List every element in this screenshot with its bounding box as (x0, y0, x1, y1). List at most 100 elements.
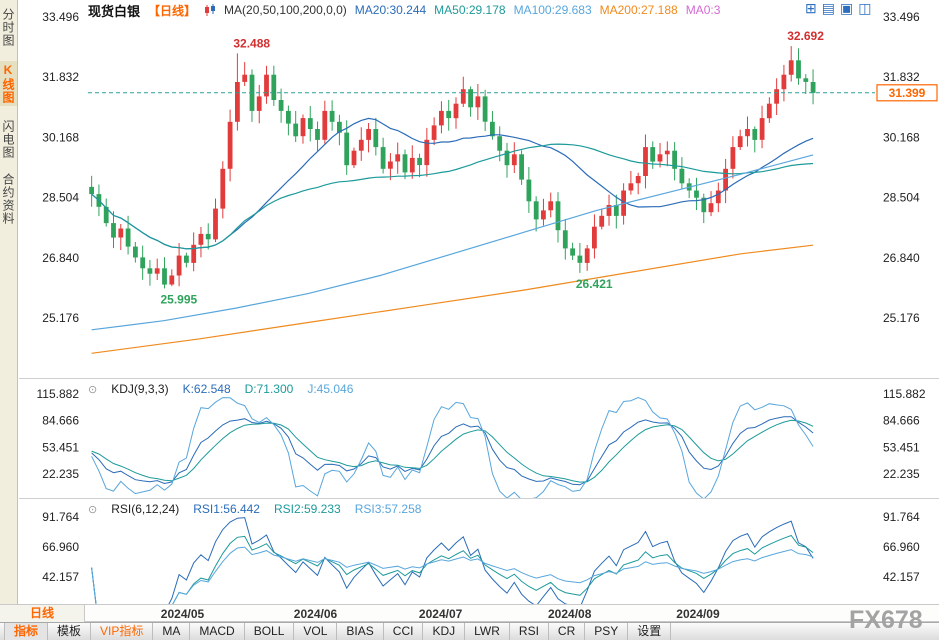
toolbar-item-boll[interactable]: BOLL (245, 623, 295, 640)
x-axis-label: 2024/05 (160, 607, 205, 621)
axis-label: 91.764 (42, 510, 79, 524)
price-annotation: 32.488 (233, 36, 270, 50)
period-label[interactable]: 【日线】 (148, 3, 197, 18)
ma100-line (91, 154, 814, 331)
ma200-line (91, 244, 814, 354)
axis-label: 31.832 (883, 70, 920, 84)
toolbar-item-psy[interactable]: PSY (585, 623, 629, 640)
rsi3-line (91, 546, 814, 604)
toolbar-item-cci[interactable]: CCI (384, 623, 424, 640)
rsi1-value: RSI1:56.442 (193, 502, 260, 516)
axis-label: 42.157 (42, 570, 79, 584)
axis-label: 115.882 (883, 387, 926, 401)
kdj-title: KDJ(9,3,3) (111, 382, 169, 396)
price-annotation: 32.692 (787, 29, 824, 43)
panel-divider (19, 378, 939, 379)
axis-label: 53.451 (883, 440, 920, 454)
axis-label: 33.496 (883, 10, 920, 24)
axis-label: 22.235 (42, 467, 79, 481)
layout-split-icon[interactable]: ◫ (858, 0, 872, 16)
axis-label: 84.666 (42, 414, 79, 428)
chart-type-sidebar: 分时图 K线图 闪电图 合约资料 (0, 0, 18, 604)
axis-label: 25.176 (883, 311, 920, 325)
toolbar-item-lwr[interactable]: LWR (465, 623, 510, 640)
main-price-chart[interactable]: 33.496 33.496 31.832 31.832 30.168 30.168 28.5… (0, 10, 939, 378)
toolbar-item-ma[interactable]: MA (153, 623, 191, 640)
axis-label: 25.176 (42, 311, 79, 325)
axis-label: 42.157 (883, 570, 920, 584)
sidebar-item-kline-chart[interactable]: K线图 (0, 61, 17, 106)
toolbar-item-template[interactable]: 模板 (48, 623, 92, 640)
ma50-value: MA50:29.178 (434, 3, 506, 17)
ma0-value: MA0:3 (685, 3, 721, 17)
x-axis-label: 2024/06 (293, 607, 338, 621)
axis-label: 30.168 (42, 130, 79, 144)
layout-grid-icon[interactable]: ⊞ (805, 0, 817, 16)
ma50-line (91, 143, 814, 250)
toolbar-item-vip-indicator[interactable]: VIP指标 (91, 623, 154, 640)
price-annotation: 25.995 (161, 292, 198, 306)
kdj-d-value: D:71.300 (244, 382, 294, 396)
axis-label: 26.840 (42, 251, 79, 265)
axis-label: 33.496 (42, 10, 79, 24)
time-axis-row: 日线 2024/05 2024/06 2024/07 2024/08 2024/09 (0, 604, 939, 622)
ma20-value: MA20:30.244 (354, 3, 427, 17)
candlestick-icon (205, 3, 216, 16)
axis-label: 30.168 (883, 130, 920, 144)
kdj-d-line (91, 419, 814, 483)
period-tab-daily[interactable]: 日线 (0, 605, 85, 622)
panel-divider (19, 498, 939, 499)
axis-label: 115.882 (37, 387, 80, 401)
kdj-k-value: K:62.548 (182, 382, 231, 396)
indicator-settings-icon[interactable]: ⊙ (88, 503, 98, 516)
axis-label: 28.504 (42, 191, 79, 205)
window-layout-icons: ⊞ ▤ ▣ ◫ (805, 1, 871, 15)
symbol-title: 现货白银 (88, 3, 141, 19)
price-annotation: 26.421 (576, 277, 613, 291)
x-axis-label: 2024/09 (676, 607, 720, 621)
rsi-title: RSI(6,12,24) (111, 502, 180, 516)
sidebar-item-lightning-chart[interactable]: 闪电图 (1, 120, 15, 159)
ma100-value: MA100:29.683 (513, 3, 592, 17)
axis-label: 26.840 (883, 251, 920, 265)
axis-label: 66.960 (883, 540, 920, 554)
axis-label: 22.235 (883, 467, 920, 481)
indicator-toolbar: 指标 模板 VIP指标 MA MACD BOLL VOL BIAS CCI KD… (0, 622, 939, 640)
rsi2-value: RSI2:59.233 (273, 502, 341, 516)
rsi-header: ⊙ RSI(6,12,24) RSI1:56.442 RSI2:59.233 R… (88, 502, 421, 516)
last-price-tag: 31.399 (876, 84, 938, 102)
kdj-k-line (91, 416, 814, 486)
axis-label: 66.960 (42, 540, 79, 554)
kdj-j-value: J:45.046 (307, 382, 354, 396)
toolbar-item-rsi[interactable]: RSI (510, 623, 549, 640)
layout-rows-icon[interactable]: ▤ (821, 0, 835, 16)
layout-panel-icon[interactable]: ▣ (839, 0, 854, 16)
sidebar-item-contract-info[interactable]: 合约资料 (1, 173, 15, 225)
rsi2-line (91, 534, 814, 604)
toolbar-item-indicator[interactable]: 指标 (4, 623, 49, 640)
axis-label: 53.451 (42, 440, 79, 454)
ma-formula-label: MA(20,50,100,200,0,0) (224, 3, 347, 17)
axis-label: 84.666 (883, 414, 920, 428)
toolbar-item-settings[interactable]: 设置 (628, 623, 672, 640)
toolbar-item-kdj[interactable]: KDJ (423, 623, 466, 640)
fx678-watermark: FX678 (849, 606, 923, 634)
toolbar-item-bias[interactable]: BIAS (337, 623, 384, 640)
axis-label: 91.764 (883, 510, 920, 524)
kdj-indicator-panel[interactable]: 115.882 115.882 84.666 84.666 53.451 53.451 22… (0, 380, 939, 498)
chart-header: 现货白银 【日线】 MA(20,50,100,200,0,0) MA20:30.… (88, 2, 721, 19)
kdj-header: ⊙ KDJ(9,3,3) K:62.548 D:71.300 J:45.046 (88, 382, 353, 396)
sidebar-item-time-chart[interactable]: 分时图 (1, 8, 15, 47)
kdj-j-line (91, 396, 814, 498)
axis-label: 31.832 (42, 70, 79, 84)
rsi3-value: RSI3:57.258 (354, 502, 422, 516)
indicator-settings-icon[interactable]: ⊙ (88, 383, 98, 396)
toolbar-item-vol[interactable]: VOL (294, 623, 338, 640)
rsi-indicator-panel[interactable]: 91.764 91.764 66.960 66.960 42.157 42.157 (0, 500, 939, 604)
rsi1-line (91, 517, 814, 604)
toolbar-item-cr[interactable]: CR (549, 623, 586, 640)
candlesticks (89, 46, 816, 289)
ma200-value: MA200:27.188 (599, 3, 678, 17)
x-axis-label: 2024/07 (418, 607, 463, 621)
toolbar-item-macd[interactable]: MACD (190, 623, 245, 640)
